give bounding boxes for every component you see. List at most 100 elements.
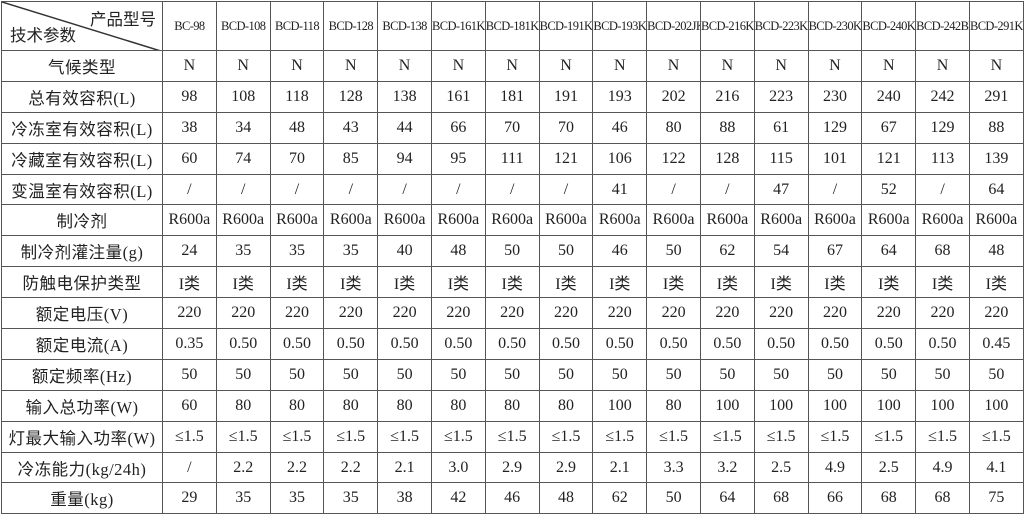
- table-cell: 118: [269, 80, 325, 113]
- model-header: BCD-118: [269, 1, 325, 51]
- parameter-label: 冷冻室有效容积(L): [1, 111, 163, 144]
- table-cell: I类: [807, 266, 863, 299]
- table-cell: 220: [162, 297, 217, 330]
- table-cell: 113: [915, 142, 970, 175]
- table-cell: 50: [915, 358, 970, 391]
- table-cell: 223: [753, 80, 809, 113]
- parameter-label: 冷藏室有效容积(L): [1, 142, 163, 175]
- table-cell: 0.50: [484, 328, 540, 360]
- table-cell: R600a: [162, 204, 217, 237]
- table-cell: ≤1.5: [646, 420, 701, 453]
- table-cell: 100: [915, 389, 970, 422]
- table-cell: 0.50: [377, 328, 432, 360]
- table-cell: 2.1: [377, 451, 432, 484]
- table-cell: 220: [430, 297, 486, 330]
- table-cell: 80: [430, 389, 486, 422]
- table-row: 气候类型 N N N N N N N N N N N N N N N N: [1, 50, 1024, 82]
- table-cell: 220: [269, 297, 325, 330]
- table-cell: /: [646, 173, 701, 206]
- table-cell: 106: [592, 142, 648, 175]
- table-cell: 62: [699, 235, 755, 268]
- table-cell: 50: [377, 358, 432, 391]
- table-cell: 220: [215, 297, 271, 330]
- table-cell: 67: [807, 235, 863, 268]
- table-cell: 3.0: [430, 451, 486, 484]
- table-cell: N: [162, 50, 217, 82]
- table-cell: N: [968, 50, 1024, 82]
- table-cell: 220: [915, 297, 970, 330]
- parameter-label: 重量(kg): [1, 482, 163, 515]
- model-header: BCD-240K: [861, 1, 917, 51]
- table-cell: 0.50: [807, 328, 863, 360]
- table-cell: I类: [699, 266, 755, 299]
- table-cell: 50: [162, 358, 217, 391]
- table-cell: 35: [215, 235, 271, 268]
- table-cell: 2.2: [269, 451, 325, 484]
- table-cell: 100: [807, 389, 863, 422]
- table-cell: R600a: [484, 204, 540, 237]
- table-cell: I类: [538, 266, 594, 299]
- table-cell: N: [215, 50, 271, 82]
- table-cell: N: [915, 50, 970, 82]
- parameter-label: 制冷剂: [1, 204, 163, 237]
- table-cell: 100: [861, 389, 917, 422]
- table-cell: 193: [592, 80, 648, 113]
- table-cell: ≤1.5: [484, 420, 540, 453]
- table-cell: 3.2: [699, 451, 755, 484]
- corner-bottom-label: 技术参数: [10, 26, 76, 45]
- table-cell: I类: [162, 266, 217, 299]
- table-cell: 64: [699, 482, 755, 515]
- table-cell: R600a: [538, 204, 594, 237]
- table-cell: 35: [323, 235, 379, 268]
- table-cell: 100: [699, 389, 755, 422]
- table-cell: ≤1.5: [215, 420, 271, 453]
- table-cell: 2.5: [753, 451, 809, 484]
- table-cell: ≤1.5: [377, 420, 432, 453]
- table-cell: 0.50: [592, 328, 648, 360]
- table-cell: 2.2: [215, 451, 271, 484]
- table-cell: 50: [269, 358, 325, 391]
- table-cell: 35: [323, 482, 379, 515]
- table-cell: 50: [215, 358, 271, 391]
- parameter-label: 气候类型: [1, 50, 163, 82]
- table-cell: 0.50: [430, 328, 486, 360]
- table-cell: 34: [215, 111, 271, 144]
- table-cell: 220: [861, 297, 917, 330]
- table-cell: I类: [377, 266, 432, 299]
- table-cell: /: [699, 173, 755, 206]
- table-cell: 2.9: [538, 451, 594, 484]
- table-cell: R600a: [699, 204, 755, 237]
- table-cell: ≤1.5: [968, 420, 1024, 453]
- table-cell: R600a: [646, 204, 701, 237]
- table-cell: 100: [968, 389, 1024, 422]
- table-cell: /: [323, 173, 379, 206]
- diagonal-divider: [2, 2, 159, 50]
- table-cell: 67: [861, 111, 917, 144]
- table-cell: N: [646, 50, 701, 82]
- table-cell: R600a: [968, 204, 1024, 237]
- table-cell: I类: [269, 266, 325, 299]
- table-cell: N: [323, 50, 379, 82]
- table-cell: 70: [538, 111, 594, 144]
- table-cell: 50: [968, 358, 1024, 391]
- table-cell: 64: [968, 173, 1024, 206]
- table-cell: 50: [646, 482, 701, 515]
- table-cell: 48: [968, 235, 1024, 268]
- table-cell: 88: [699, 111, 755, 144]
- table-cell: 35: [269, 482, 325, 515]
- model-header: BC-98: [162, 1, 217, 51]
- table-cell: 122: [646, 142, 701, 175]
- table-cell: N: [753, 50, 809, 82]
- table-cell: 38: [162, 111, 217, 144]
- table-cell: 47: [753, 173, 809, 206]
- table-cell: 42: [430, 482, 486, 515]
- model-header: BCD-242BK: [915, 1, 970, 51]
- model-header: BCD-161K: [430, 1, 486, 51]
- table-cell: I类: [915, 266, 970, 299]
- table-cell: /: [162, 173, 217, 206]
- table-cell: 61: [753, 111, 809, 144]
- table-cell: R600a: [323, 204, 379, 237]
- table-cell: 220: [646, 297, 701, 330]
- model-header: BCD-291K: [968, 1, 1024, 51]
